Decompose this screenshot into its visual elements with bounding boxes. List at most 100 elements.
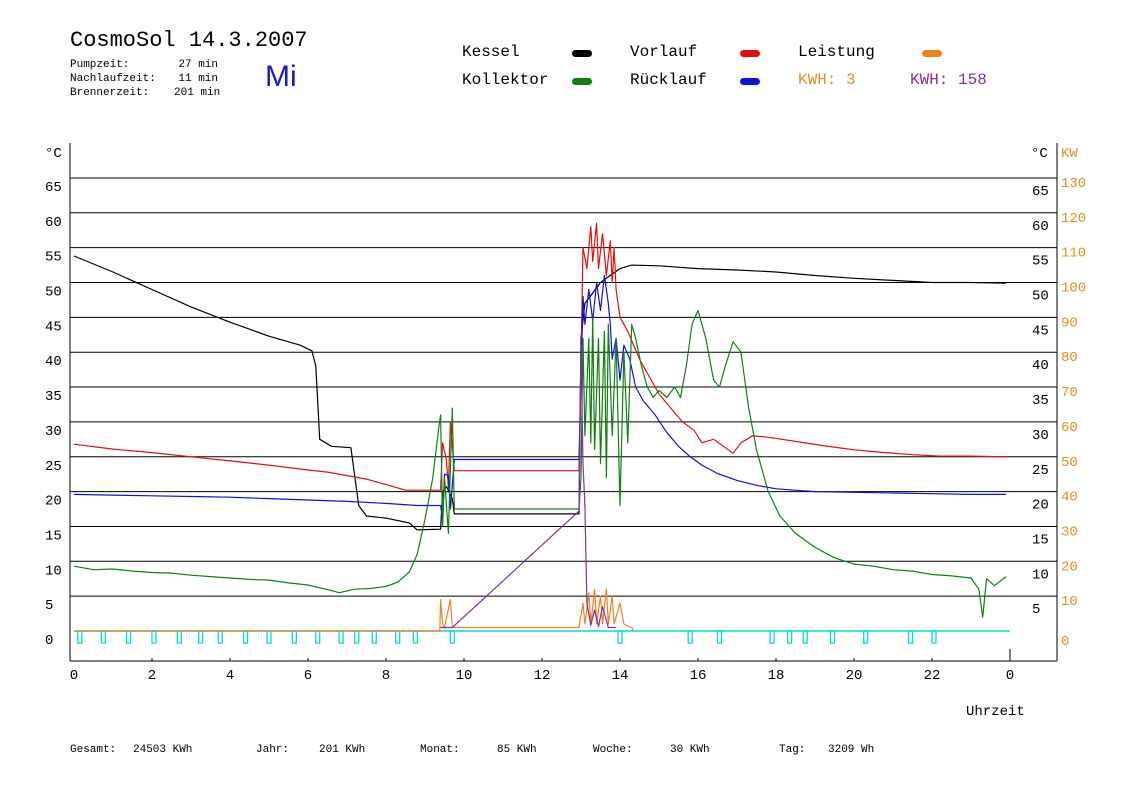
- y-axis-unit: °C: [45, 146, 62, 162]
- status-marker: [931, 630, 937, 644]
- weekday-label: Mi: [265, 60, 297, 93]
- y-tick-label: 35: [45, 389, 62, 405]
- series-line: [73, 222, 1007, 491]
- status-marker: [100, 630, 106, 644]
- chart-title: CosmoSol 14.3.2007: [70, 28, 308, 53]
- legend-label: Rücklauf: [630, 71, 707, 89]
- legend-label: Kessel: [462, 43, 520, 61]
- series-line: [73, 309, 1007, 618]
- kw-tick-label: 100: [1061, 281, 1086, 297]
- kw-tick-label: 60: [1061, 420, 1078, 436]
- status-marker: [77, 630, 83, 644]
- status-marker: [412, 630, 418, 644]
- total-label: Tag:: [779, 744, 806, 756]
- y-tick-label-right: 50: [1032, 289, 1049, 305]
- status-marker: [242, 630, 249, 644]
- kw-tick-label: 110: [1061, 246, 1086, 262]
- x-tick-label: 4: [226, 668, 234, 684]
- kw-tick-label: 120: [1061, 211, 1086, 227]
- x-tick-label: 6: [304, 668, 312, 684]
- run-time-value: 11 min: [178, 73, 218, 85]
- kwh-label: KWH:: [798, 71, 837, 89]
- kw-tick-label: 130: [1061, 176, 1086, 192]
- kwh-label: KWH:: [910, 71, 949, 89]
- y-tick-label: 55: [45, 250, 62, 266]
- run-time-label: Pumpzeit:: [70, 59, 130, 71]
- status-marker: [802, 630, 808, 644]
- status-marker: [769, 630, 775, 644]
- kw-axis-unit: KW: [1061, 146, 1078, 162]
- series-line: [440, 344, 617, 629]
- x-tick-label: 16: [690, 668, 707, 684]
- run-time-value: 27 min: [178, 59, 218, 71]
- kw-tick-label: 0: [1061, 634, 1069, 650]
- y-tick-label: 30: [45, 424, 62, 440]
- total-value: 85 KWh: [497, 744, 537, 756]
- x-tick-label: 12: [534, 668, 551, 684]
- y-tick-label-right: 65: [1032, 184, 1049, 200]
- y-tick-label: 65: [45, 180, 62, 196]
- status-marker: [617, 630, 623, 644]
- x-tick-label: 0: [1006, 668, 1014, 684]
- status-marker: [716, 630, 723, 644]
- status-marker: [395, 630, 401, 644]
- run-time-value: 201 min: [174, 87, 221, 99]
- kw-tick-label: 50: [1061, 455, 1078, 471]
- x-tick-label: 0: [70, 668, 78, 684]
- x-tick-label: 8: [382, 668, 390, 684]
- series-line: [74, 588, 635, 632]
- run-time-row: Nachlaufzeit: 11 min: [70, 72, 218, 86]
- status-marker: [151, 630, 157, 644]
- y-tick-label-right: 15: [1032, 532, 1049, 548]
- status-marker: [687, 630, 693, 644]
- kwh-readout: KWH: 3: [798, 71, 856, 89]
- total-value: 24503 KWh: [133, 744, 193, 756]
- y-tick-label-right: 60: [1032, 219, 1049, 235]
- kw-tick-label: 90: [1061, 315, 1078, 331]
- run-time-row: Brennerzeit: 201 min: [70, 86, 221, 100]
- x-tick-label: 14: [612, 668, 629, 684]
- series-line: [73, 274, 1007, 521]
- total-label: Jahr:: [256, 744, 290, 756]
- y-tick-label: 45: [45, 319, 62, 335]
- kw-tick-label: 20: [1061, 559, 1078, 575]
- status-marker: [449, 630, 455, 644]
- y-tick-label: 50: [45, 285, 62, 301]
- status-marker: [787, 630, 793, 644]
- legend-swatch: [572, 78, 592, 85]
- kw-tick-label: 40: [1061, 490, 1078, 506]
- status-marker: [266, 630, 272, 644]
- run-time-row: Pumpzeit: 27 min: [70, 58, 218, 72]
- y-tick-label-right: 35: [1032, 393, 1049, 409]
- status-marker: [291, 630, 298, 644]
- legend-swatch: [922, 50, 942, 57]
- kwh-value: 3: [836, 71, 856, 89]
- y-tick-label: 20: [45, 494, 62, 510]
- y-tick-label: 60: [45, 215, 62, 231]
- y-tick-label-right: 40: [1032, 358, 1049, 374]
- y-tick-label: 10: [45, 563, 62, 579]
- series-line: [73, 255, 1007, 531]
- x-tick-label: 20: [846, 668, 863, 684]
- x-tick-label: 22: [924, 668, 941, 684]
- x-tick-label: 10: [456, 668, 473, 684]
- y-tick-label-right: 20: [1032, 498, 1049, 514]
- y-tick-label-right: 10: [1032, 567, 1049, 583]
- legend-label: Vorlauf: [630, 43, 698, 61]
- status-marker: [371, 630, 377, 644]
- y-tick-label-right: 55: [1032, 254, 1049, 270]
- total-label: Woche:: [593, 744, 633, 756]
- y-tick-label: 15: [45, 528, 62, 544]
- status-marker: [354, 630, 360, 644]
- status-marker: [315, 630, 321, 644]
- total-label: Gesamt:: [70, 744, 117, 756]
- status-marker: [338, 630, 344, 644]
- total-value: 201 KWh: [319, 744, 366, 756]
- kw-tick-label: 30: [1061, 524, 1078, 540]
- y-tick-label-right: 30: [1032, 428, 1049, 444]
- run-time-label: Nachlaufzeit:: [70, 73, 156, 85]
- x-axis-label: Uhrzeit: [966, 704, 1025, 720]
- y-tick-label: 5: [45, 598, 53, 614]
- legend-label: Leistung: [798, 43, 875, 61]
